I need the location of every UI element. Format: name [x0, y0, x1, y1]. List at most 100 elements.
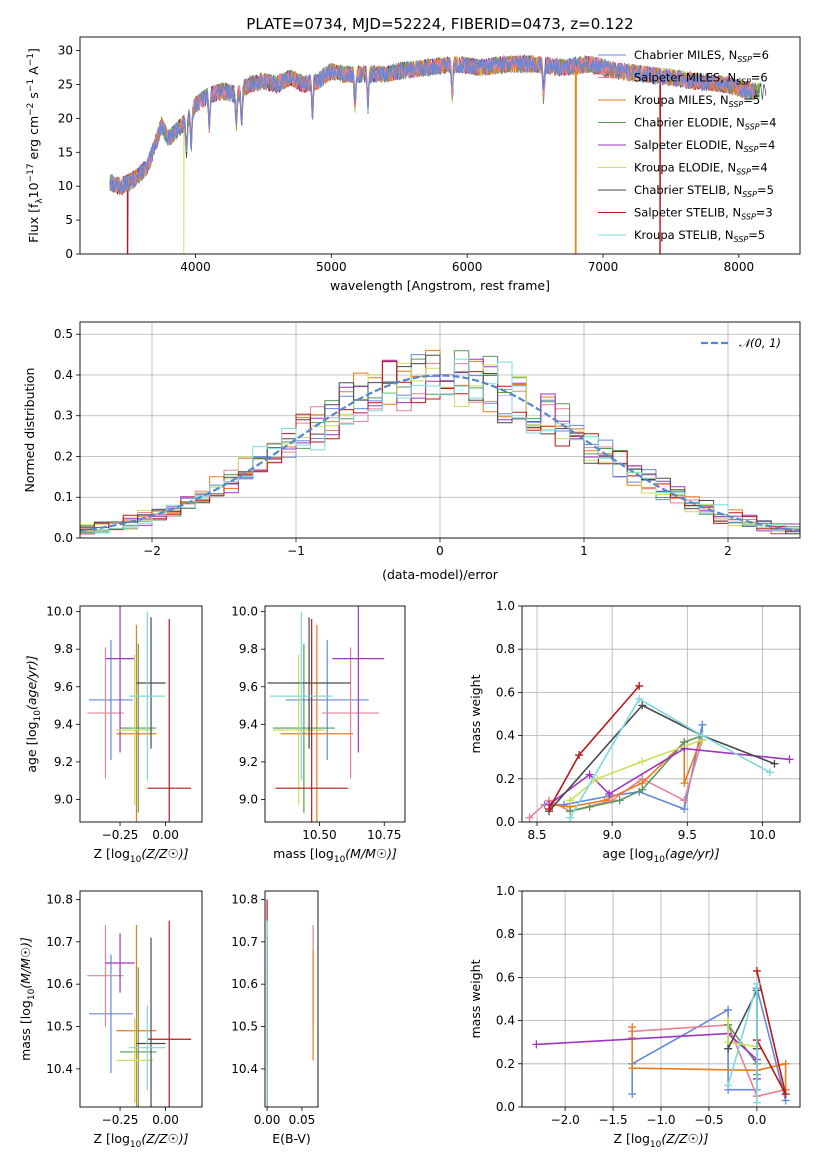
y-tick-label: 10.8 [46, 892, 73, 906]
label-log: log [111, 1131, 130, 1146]
weight-line-kroupa-stelib [569, 697, 771, 819]
x-tick-label: −2.0 [551, 1113, 580, 1127]
axes-frame [264, 605, 406, 823]
x-axis-label: (data-model)/error [382, 567, 499, 582]
x-axis-label: wavelength [Angstrom, rest frame] [330, 278, 550, 293]
weight-line-chabrier-stelib [548, 704, 775, 812]
axes-frame [79, 36, 801, 255]
plot-area [87, 606, 192, 822]
legend-label-chabrier-elodie: Chabrier ELODIE, NSSP=4 [634, 116, 776, 132]
y-tick-label: 10.7 [231, 935, 258, 949]
weight-line-chabrier-elodie [569, 734, 703, 812]
y-tick-label: 0.3 [54, 409, 73, 423]
legend-label-chabrier-miles: Chabrier MILES, NSSP=6 [634, 48, 769, 64]
label-rest: (M/M☉)] [345, 846, 397, 861]
legend-nssp: =6 [751, 71, 768, 85]
legend-label-chabrier-stelib: Chabrier STELIB, NSSP=5 [634, 183, 774, 199]
legend-nssp: =4 [760, 116, 777, 130]
y-tick-label: 1.0 [496, 599, 515, 613]
y-tick-label: 9.2 [239, 755, 258, 769]
weight-marker-salpeter-stelib [545, 805, 554, 814]
label-rest: (Z/Z☉)] [661, 1131, 708, 1146]
legend-sub: SSP [745, 123, 760, 132]
x-axis-label: mass [log10(M/M☉)] [273, 846, 397, 865]
weight-marker-chabrier-elodie [585, 802, 594, 811]
weight-marker-salpeter-stelib [781, 1090, 790, 1099]
panel-residuals: −2 −1 0 1 2 0.0 0.1 0.2 0.3 0.4 0.5 (data-model)/er… [22, 321, 801, 582]
x-axis-label: age [log10(age/yr)] [602, 846, 719, 865]
x-axis-label: Z [log10(Z/Z☉)] [613, 1131, 708, 1150]
legend-sub: SSP [744, 145, 759, 154]
y-tick-label: 10.0 [231, 605, 258, 619]
legend-nssp: =3 [756, 206, 773, 220]
y-label-part: λ [35, 198, 45, 204]
label-sub: 10 [130, 1140, 142, 1150]
y-tick-label: 0.2 [54, 449, 73, 463]
weight-marker-salpeter-miles [525, 813, 534, 822]
axes-frame [521, 605, 801, 823]
y-tick-label: 9.6 [54, 680, 73, 694]
y-label-part: −17 [26, 163, 36, 182]
label-sub: 10 [27, 988, 37, 1000]
weight-marker-kroupa-stelib [698, 731, 707, 740]
axes-frame [79, 321, 801, 539]
y-tick-label: 9.6 [239, 680, 258, 694]
weight-marker-chabrier-elodie [638, 785, 647, 794]
weight-marker-kroupa-elodie [593, 774, 602, 783]
y-tick-label: 9.2 [54, 755, 73, 769]
y-tick-label: 9.8 [54, 642, 73, 656]
y-tick-label: 0.4 [496, 729, 515, 743]
panel-weight-vs-age: 8.5 9.0 9.5 10.0 0.0 0.2 0.4 0.6 0.8 1.0 age [log1… [468, 599, 801, 865]
y-tick-label: 10.8 [231, 892, 258, 906]
y-tick-label: 30 [58, 44, 73, 58]
x-tick-label: 10.0 [749, 828, 776, 842]
label-sub: 10 [130, 855, 142, 865]
y-label-part: A [26, 66, 41, 79]
weight-marker-kroupa-miles [628, 1023, 637, 1032]
spectrum-legend: Chabrier MILES, NSSP=6 Salpeter MILES, NS… [598, 48, 776, 244]
legend-nssp: =5 [743, 93, 760, 107]
x-tick-label: −1.0 [646, 1113, 675, 1127]
panel-weight-vs-z: −2.0 −1.5 −1.0 −0.5 0.0 0.0 0.2 0.4 0.6 0.8 1.0 Z [… [468, 884, 801, 1150]
legend-nssp: =4 [758, 138, 775, 152]
y-tick-label: 9.8 [239, 642, 258, 656]
plot-area [267, 606, 385, 822]
weight-marker-kroupa-stelib [724, 1081, 733, 1090]
plot-area [525, 681, 794, 822]
y-tick-label: 15 [58, 145, 73, 159]
panel-mass-vs-z: −0.25 0.00 10.4 10.5 10.6 10.7 10.8 Z [log10(Z/… [18, 890, 203, 1150]
weight-marker-kroupa-elodie [566, 796, 575, 805]
y-tick-label: 10.5 [46, 1020, 73, 1034]
y-tick-label: 0.0 [496, 815, 515, 829]
x-tick-label: 10.75 [367, 828, 401, 842]
legend-sub: SSP [729, 100, 744, 109]
legend-label-kroupa-elodie: Kroupa ELODIE, NSSP=4 [634, 161, 768, 177]
x-axis-label: Z [log10(Z/Z☉)] [93, 846, 188, 865]
label-log: log [315, 846, 334, 861]
weight-marker-kroupa-stelib [765, 768, 774, 777]
panel-spectrum: 4000 5000 6000 7000 8000 0 5 10 15 20 25 30 waveleng… [26, 36, 801, 293]
y-tick-label: 0.2 [496, 1057, 515, 1071]
plot-area [87, 920, 192, 1107]
y-tick-label: 10.6 [231, 977, 258, 991]
y-tick-label: 10.0 [46, 605, 73, 619]
weight-marker-chabrier-miles [698, 720, 707, 729]
x-tick-label: 10.50 [302, 828, 336, 842]
weight-marker-salpeter-elodie [532, 1040, 541, 1049]
x-tick-label: 1 [580, 544, 588, 558]
figure-title: PLATE=0734, MJD=52224, FIBERID=0473, z=0… [246, 15, 633, 33]
x-tick-label: 0 [436, 544, 444, 558]
weight-marker-salpeter-elodie [785, 755, 794, 764]
legend-label-kroupa-stelib: Kroupa STELIB, NSSP=5 [634, 228, 765, 244]
y-tick-label: 0 [65, 247, 73, 261]
x-tick-label: −0.5 [694, 1113, 723, 1127]
y-axis-label: Flux [fλ10−17 erg cm−2 s−1 A−1] [26, 48, 45, 243]
x-axis-label: Z [log10(Z/Z☉)] [93, 1131, 188, 1150]
spectrum-line-chabrier-miles [109, 55, 756, 194]
weight-marker-kroupa-miles [680, 779, 689, 788]
x-tick-label: 8000 [724, 260, 755, 274]
weight-marker-salpeter-elodie [585, 770, 594, 779]
weight-marker-chabrier-miles [724, 1005, 733, 1014]
legend-label-salpeter-miles: Salpeter MILES, NSSP=6 [634, 71, 768, 87]
weight-marker-chabrier-stelib [770, 759, 779, 768]
